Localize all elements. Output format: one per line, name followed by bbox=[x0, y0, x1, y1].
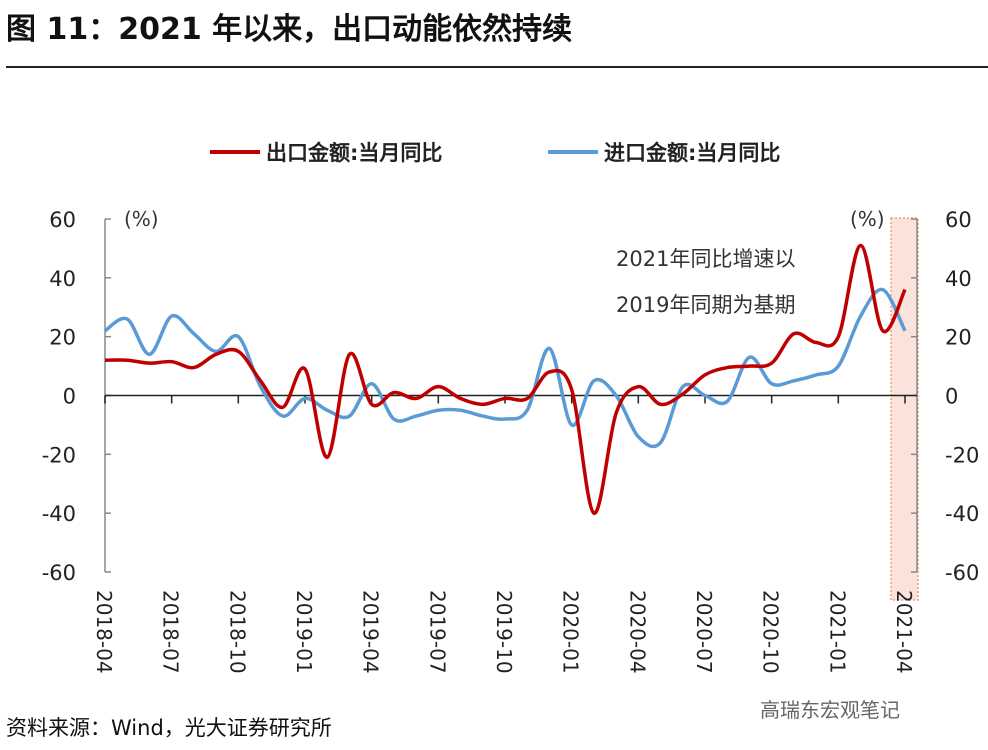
y-tick-label-right: 60 bbox=[945, 208, 972, 232]
y-tick-label: -20 bbox=[42, 443, 76, 467]
legend-label: 出口金额:当月同比 bbox=[266, 141, 442, 165]
y-tick-label-right: -20 bbox=[945, 443, 979, 467]
x-tick-label: 2020-10 bbox=[759, 590, 783, 674]
x-tick-label: 2021-04 bbox=[892, 590, 916, 674]
x-tick-label: 2019-04 bbox=[359, 590, 383, 674]
y-tick-label-right: 0 bbox=[945, 385, 958, 409]
y-tick-label: 60 bbox=[49, 208, 76, 232]
line-chart: 60 60 40 40 20 20 0 0 -20 -20 -40 -40 -60 -60 (%) (%) 20… bbox=[42, 141, 980, 674]
series-line-import bbox=[103, 287, 907, 449]
legend-label: 进口金额:当月同比 bbox=[604, 141, 780, 165]
x-tick-label: 2018-10 bbox=[225, 590, 249, 674]
unit-left: (%) bbox=[124, 207, 159, 231]
source-note: 资料来源：Wind，光大证券研究所 bbox=[6, 716, 332, 740]
x-tick-label: 2018-04 bbox=[92, 590, 116, 674]
series-line-export bbox=[104, 243, 907, 515]
figure-title: 图 11：2021 年以来，出口动能依然持续 bbox=[6, 12, 573, 47]
x-tick-label: 2019-01 bbox=[292, 590, 316, 674]
y-tick-label-right: 20 bbox=[945, 326, 972, 350]
x-tick-label: 2021-01 bbox=[825, 590, 849, 674]
highlight-box bbox=[890, 217, 919, 601]
x-tick-label: 2018-07 bbox=[159, 590, 183, 674]
y-tick-label: -60 bbox=[42, 561, 76, 585]
y-tick-label-right: -60 bbox=[945, 561, 979, 585]
x-tick-label: 2020-07 bbox=[692, 590, 716, 674]
watermark: 高瑞东宏观笔记 bbox=[760, 698, 900, 722]
x-tick-label: 2020-01 bbox=[559, 590, 583, 674]
unit-right: (%) bbox=[850, 207, 885, 231]
x-tick-label: 2020-04 bbox=[625, 590, 649, 674]
y-tick-label: 20 bbox=[49, 326, 76, 350]
y-tick-label-right: 40 bbox=[945, 267, 972, 291]
x-tick-label: 2019-07 bbox=[425, 590, 449, 674]
annotation-line: 2021年同比增速以 bbox=[616, 247, 795, 271]
y-tick-label: 40 bbox=[49, 267, 76, 291]
y-tick-label: 0 bbox=[63, 385, 76, 409]
annotation-line: 2019年同期为基期 bbox=[616, 293, 795, 317]
x-tick-label: 2019-10 bbox=[492, 590, 516, 674]
y-tick-label: -40 bbox=[42, 502, 76, 526]
y-tick-label-right: -40 bbox=[945, 502, 979, 526]
title-divider bbox=[6, 66, 988, 68]
